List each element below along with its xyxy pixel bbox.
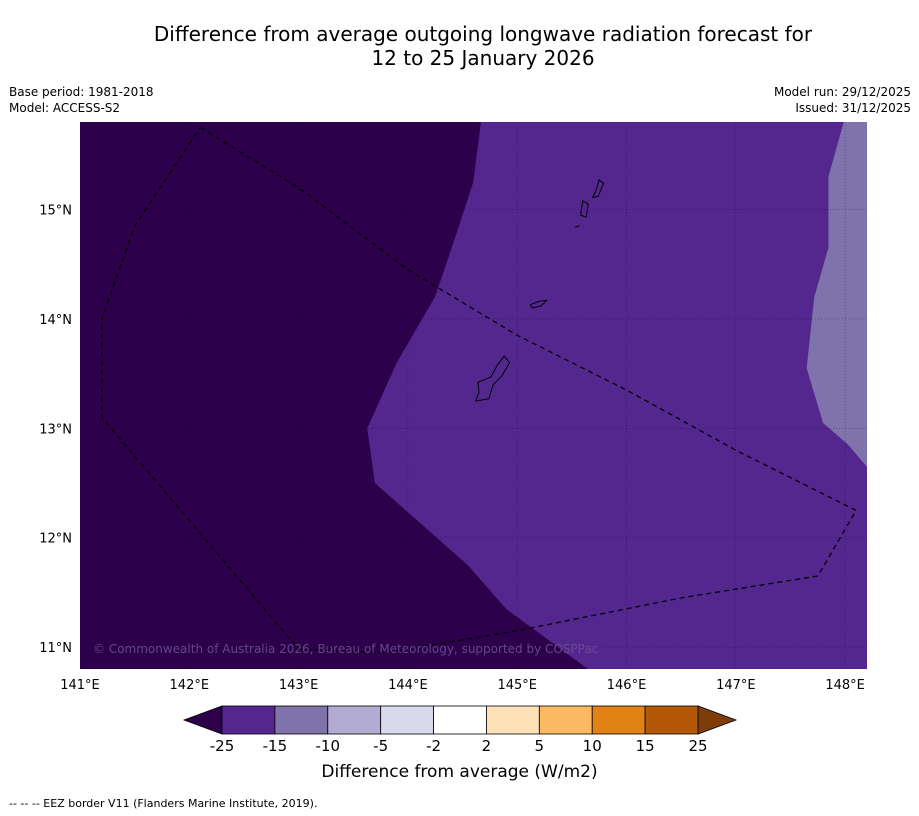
forecast-map: © Commonwealth of Australia 2026, Bureau… [39, 122, 867, 693]
lon-tick-label: 145°E [497, 678, 537, 693]
lat-tick-label: 11°N [39, 641, 72, 656]
lon-tick-label: 144°E [388, 678, 428, 693]
colorbar-segment [644, 705, 699, 735]
colorbar-under-arrow [182, 705, 223, 735]
colorbar-tick-label: -10 [315, 737, 341, 755]
colorbar-tick-label: -2 [426, 737, 442, 755]
colorbar-tick-label: 15 [635, 737, 655, 755]
axis-labels: 141°E 142°E 143°E 144°E 145°E 146°E 147°E 148°E… [39, 204, 865, 693]
colorbar-segment [327, 705, 382, 735]
meta-right: Model run: 29/12/2025 Issued: 31/12/2025 [774, 84, 911, 116]
copyright-notice: © Commonwealth of Australia 2026, Bureau… [93, 642, 598, 656]
island-saipan [591, 179, 605, 199]
anomaly-region-1 [367, 122, 867, 669]
lon-tick-label: 141°E [60, 678, 100, 693]
islands [474, 179, 605, 402]
lat-tick-label: 15°N [39, 204, 72, 219]
colorbar-segment [380, 705, 434, 735]
colorbar-tick-label: 25 [688, 737, 708, 755]
model-run: Model run: 29/12/2025 [773, 85, 911, 99]
lon-tick-label: 146°E [607, 678, 647, 693]
colorbar-tick-label: -25 [209, 737, 235, 755]
colorbar-tick-label: 10 [582, 737, 602, 755]
anomaly-region-2 [806, 122, 867, 467]
graticule [80, 122, 867, 669]
colorbar-tick-label: 5 [534, 737, 545, 755]
colorbar-segment [274, 705, 329, 735]
lon-tick-label: 142°E [170, 678, 210, 693]
eez-border-line [101, 126, 858, 654]
anomaly-regions [367, 122, 867, 669]
colorbar-segment [433, 705, 487, 735]
lon-tick-label: 143°E [279, 678, 319, 693]
colorbar-title: Difference from average (W/m2) [321, 762, 598, 782]
title-line-1: Difference from average outgoing longwav… [153, 22, 813, 46]
colorbar-tick-label: 2 [481, 737, 492, 755]
issued-date: Issued: 31/12/2025 [795, 101, 911, 115]
title-line-2: 12 to 25 January 2026 [371, 46, 595, 70]
lat-tick-label: 13°N [39, 422, 72, 437]
island-aguijan [575, 225, 580, 228]
lon-tick-label: 147°E [716, 678, 756, 693]
colorbar [182, 705, 738, 735]
lat-tick-label: 14°N [39, 313, 72, 328]
model-name: Model: ACCESS-S2 [9, 101, 121, 115]
base-period: Base period: 1981-2018 [9, 85, 154, 99]
colorbar-segment [591, 705, 646, 735]
colorbar-segment [221, 705, 276, 735]
lat-tick-label: 12°N [39, 532, 72, 547]
colorbar-segment [486, 705, 540, 735]
colorbar-segment [538, 705, 593, 735]
colorbar-tick-label: -5 [373, 737, 389, 755]
island-rota [529, 299, 549, 309]
eez-footnote: -- -- -- EEZ border V11 (Flanders Marine… [9, 797, 318, 810]
island-tinian [580, 199, 589, 218]
chart-title: Difference from average outgoing longwav… [0, 22, 919, 70]
colorbar-tick-label: -15 [262, 737, 288, 755]
lon-tick-label: 148°E [825, 678, 865, 693]
colorbar-over-arrow [697, 705, 738, 735]
meta-left: Base period: 1981-2018 Model: ACCESS-S2 [9, 84, 154, 116]
eez-border [101, 126, 858, 654]
island-guam [474, 355, 511, 402]
